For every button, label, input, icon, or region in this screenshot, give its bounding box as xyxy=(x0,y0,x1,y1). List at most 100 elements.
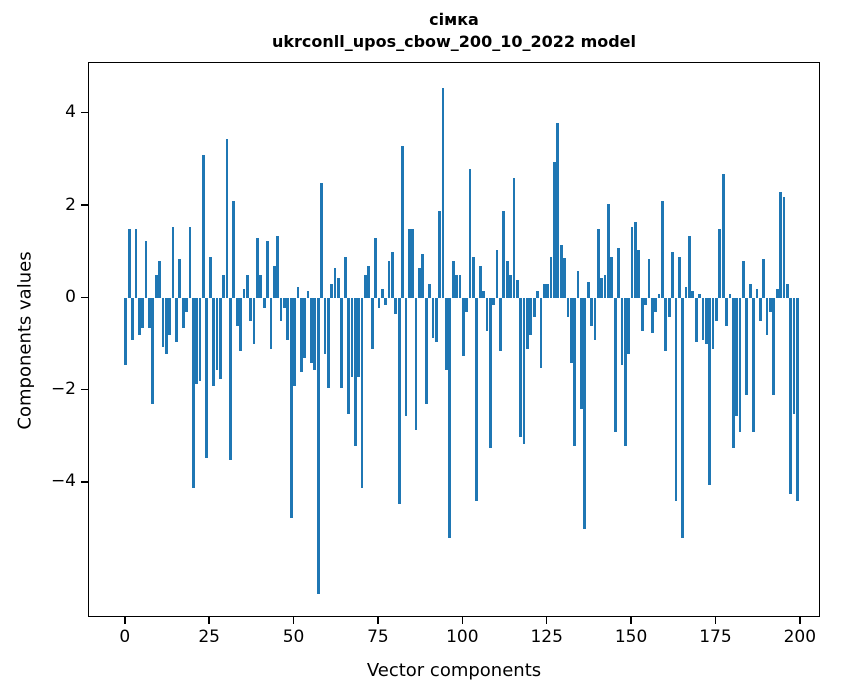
bar xyxy=(353,298,357,446)
y-tick-label: 2 xyxy=(65,194,76,215)
x-tick-label: 100 xyxy=(446,627,479,647)
bar xyxy=(242,289,246,299)
bar xyxy=(323,298,327,354)
bar xyxy=(235,298,239,326)
bar xyxy=(549,256,553,299)
bar xyxy=(364,275,367,299)
bar xyxy=(303,298,306,359)
bar xyxy=(441,88,445,299)
bar xyxy=(316,298,320,594)
bar xyxy=(431,298,435,338)
bar xyxy=(698,293,701,299)
bar xyxy=(630,226,634,299)
bar xyxy=(256,238,259,299)
bar xyxy=(566,298,570,317)
bar xyxy=(738,298,742,433)
bar xyxy=(438,210,441,299)
bar xyxy=(485,298,489,331)
bar xyxy=(212,298,215,386)
bar xyxy=(472,256,475,299)
bar xyxy=(367,265,371,299)
bar xyxy=(131,298,134,340)
x-tick-mark xyxy=(292,617,295,624)
bar xyxy=(421,254,425,299)
bar xyxy=(343,256,347,299)
x-tick-label: 175 xyxy=(699,627,732,647)
bar xyxy=(171,226,175,299)
bar xyxy=(711,298,715,350)
bar xyxy=(623,298,627,446)
bar xyxy=(499,298,502,352)
bar xyxy=(684,286,688,299)
bar xyxy=(539,298,543,368)
bar xyxy=(532,298,536,317)
bar xyxy=(445,298,448,370)
bar xyxy=(347,298,350,414)
bar xyxy=(451,261,455,299)
bar xyxy=(424,298,428,405)
bar xyxy=(661,201,664,299)
x-tick-label: 25 xyxy=(198,627,220,647)
bar xyxy=(434,298,438,343)
bar xyxy=(458,275,462,299)
bar xyxy=(195,298,198,384)
bar xyxy=(657,293,661,299)
bar xyxy=(556,122,560,299)
bar xyxy=(215,298,219,370)
x-tick-label: 0 xyxy=(119,627,131,647)
bar xyxy=(502,210,506,299)
bar xyxy=(158,261,161,299)
bar xyxy=(758,298,762,322)
bar xyxy=(293,298,296,386)
bar xyxy=(397,298,401,504)
bar xyxy=(178,259,182,299)
y-tick-label: 4 xyxy=(65,102,76,123)
y-axis-label: Components values xyxy=(14,251,36,430)
bar xyxy=(650,298,654,333)
bar xyxy=(667,298,671,317)
bar xyxy=(509,275,512,299)
bar xyxy=(735,298,738,416)
bar xyxy=(208,256,212,299)
bar xyxy=(512,178,516,299)
bar xyxy=(360,298,364,488)
bar xyxy=(384,298,387,306)
bar xyxy=(144,240,148,299)
bar xyxy=(637,249,641,299)
bar xyxy=(394,298,398,315)
bar xyxy=(350,298,354,377)
bar xyxy=(306,291,310,299)
bar xyxy=(755,289,759,299)
bar xyxy=(596,229,600,299)
y-tick-mark xyxy=(81,204,88,206)
bar xyxy=(748,284,752,299)
bar xyxy=(725,298,728,326)
bar xyxy=(276,235,279,299)
bar xyxy=(488,298,492,449)
bar xyxy=(647,259,651,299)
bar xyxy=(245,275,249,299)
bar xyxy=(191,298,195,488)
bar xyxy=(310,298,313,363)
bar xyxy=(232,201,236,299)
bar xyxy=(772,298,776,396)
bar xyxy=(175,298,178,343)
y-tick-label: 0 xyxy=(65,286,76,307)
bar xyxy=(387,261,391,299)
x-axis-label: Vector components xyxy=(366,660,542,681)
bar xyxy=(590,298,593,326)
bar xyxy=(357,298,360,377)
bar xyxy=(546,284,549,299)
bar xyxy=(569,298,573,363)
bar xyxy=(779,192,782,299)
x-tick-mark xyxy=(714,617,717,624)
bar xyxy=(475,298,479,502)
bar xyxy=(134,229,138,299)
chart-title: сімка xyxy=(429,10,479,29)
bar xyxy=(745,298,749,396)
bar xyxy=(222,275,225,299)
bar xyxy=(198,298,202,382)
bar xyxy=(337,277,340,299)
y-tick-label: −4 xyxy=(50,471,76,492)
